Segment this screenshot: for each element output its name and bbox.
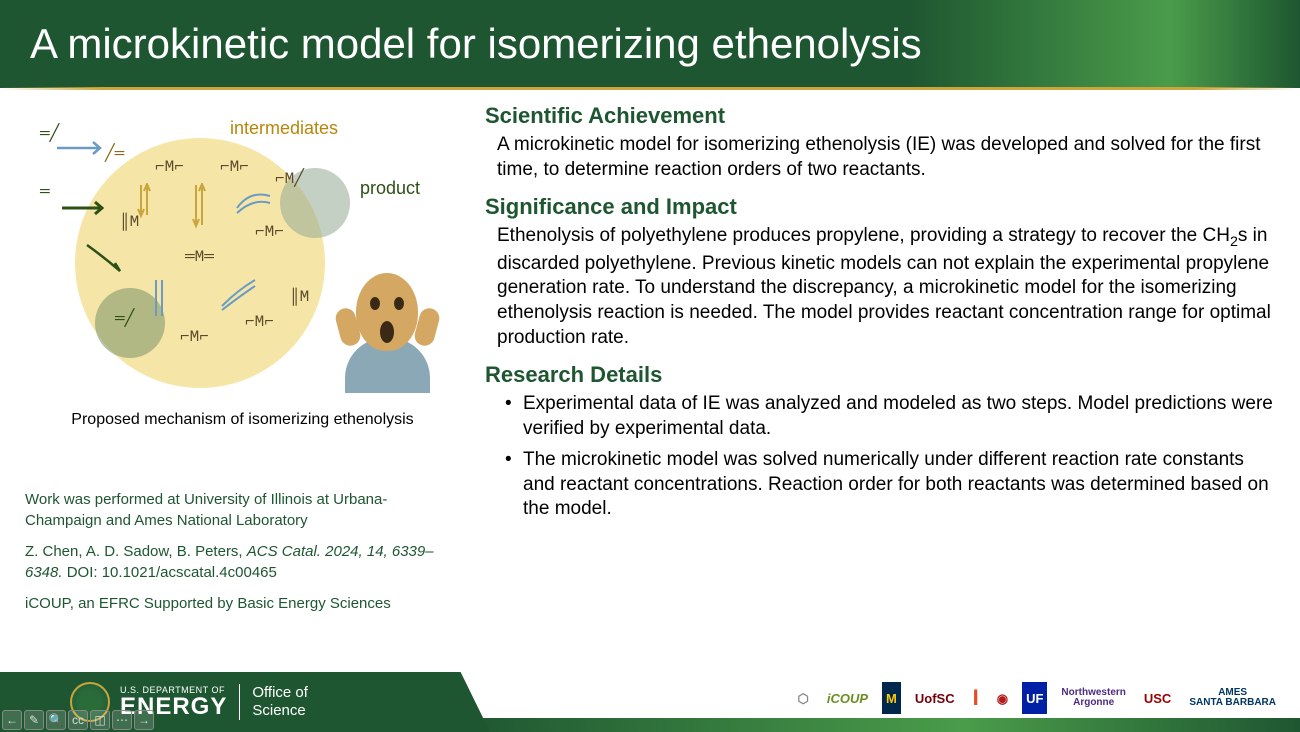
toolbar-button-0[interactable]: ←	[2, 710, 22, 730]
toolbar-button-4[interactable]: ◫	[90, 710, 110, 730]
arrow-icon	[60, 198, 110, 218]
details-list: Experimental data of IE was analyzed and…	[485, 392, 1275, 521]
scream-mouth	[380, 321, 394, 343]
partner-logo: UofSC	[911, 682, 959, 714]
viewer-toolbar: ←✎🔍cc◫⋯→	[2, 710, 154, 730]
page-title: A microkinetic model for isomerizing eth…	[30, 20, 922, 68]
partner-logo: Northwestern Argonne	[1057, 682, 1129, 714]
partner-logo: ⬡	[794, 682, 813, 714]
attribution-block: Work was performed at University of Illi…	[25, 489, 460, 614]
footer: U.S. DEPARTMENT OF ENERGY Office of Scie…	[0, 662, 1300, 732]
molecule-glyph: ═╱	[115, 308, 134, 328]
right-column: Scientific Achievement A microkinetic mo…	[475, 103, 1275, 648]
partner-logo: M	[882, 682, 901, 714]
molecule-glyph: ═M═	[185, 248, 214, 266]
title-bar: A microkinetic model for isomerizing eth…	[0, 0, 1300, 88]
body-achievement: A microkinetic model for isomerizing eth…	[485, 133, 1275, 182]
molecule-glyph: ⌐M╱	[275, 168, 304, 188]
partner-logo: ◉	[993, 682, 1012, 714]
molecule-glyph: ⌐M⌐	[155, 158, 184, 176]
content-area: intermediates product ═╱ ═ ╱═ ⌐M⌐ ⌐M⌐ ⌐M…	[0, 88, 1300, 648]
office-line1: Office of	[252, 684, 308, 702]
office-of-science: Office of Science	[252, 684, 308, 720]
molecule-glyph: ⌐M⌐	[220, 158, 249, 176]
scream-eye	[370, 297, 380, 310]
diagram-caption: Proposed mechanism of isomerizing etheno…	[25, 411, 460, 429]
office-line2: Science	[252, 702, 308, 720]
detail-bullet: The microkinetic model was solved numeri…	[505, 448, 1275, 522]
arrow-icon	[55, 138, 110, 158]
toolbar-button-6[interactable]: →	[134, 710, 154, 730]
body-significance: Ethenolysis of polyethylene produces pro…	[485, 224, 1275, 350]
citation: Z. Chen, A. D. Sadow, B. Peters, ACS Cat…	[25, 541, 460, 583]
label-product: product	[360, 178, 420, 199]
molecule-glyph: ⌐M⌐	[255, 223, 284, 241]
footer-divider	[239, 684, 240, 720]
footer-strip	[460, 718, 1300, 732]
toolbar-button-2[interactable]: 🔍	[46, 710, 66, 730]
heading-details: Research Details	[485, 362, 1275, 388]
partner-logo: UF	[1022, 682, 1047, 714]
sig-sub: 2	[1230, 234, 1238, 250]
partner-logos: ⬡ iCOUP M UofSC I ◉ UF Northwestern Argonne USC A…	[794, 682, 1280, 714]
left-column: intermediates product ═╱ ═ ╱═ ⌐M⌐ ⌐M⌐ ⌐M…	[25, 103, 475, 648]
heading-significance: Significance and Impact	[485, 194, 1275, 220]
molecule-glyph: ⌐M⌐	[245, 313, 274, 331]
partner-logo: USC	[1140, 682, 1175, 714]
arrow-icon	[85, 243, 125, 278]
partner-logo: AMES SANTA BARBARA	[1185, 682, 1280, 714]
arrow-icon	[150, 278, 168, 323]
molecule-glyph: ║M	[290, 288, 309, 306]
mechanism-diagram: intermediates product ═╱ ═ ╱═ ⌐M⌐ ⌐M⌐ ⌐M…	[25, 113, 455, 403]
partner-logo: iCOUP	[823, 682, 872, 714]
support-line: iCOUP, an EFRC Supported by Basic Energy…	[25, 593, 460, 614]
arrow-icon	[190, 183, 208, 233]
sig-pre: Ethenolysis of polyethylene produces pro…	[497, 225, 1230, 246]
molecule-glyph: ⌐M⌐	[180, 328, 209, 346]
toolbar-button-1[interactable]: ✎	[24, 710, 44, 730]
detail-bullet: Experimental data of IE was analyzed and…	[505, 392, 1275, 441]
citation-doi: DOI: 10.1021/acscatal.4c00465	[63, 564, 277, 581]
heading-achievement: Scientific Achievement	[485, 103, 1275, 129]
toolbar-button-5[interactable]: ⋯	[112, 710, 132, 730]
partner-logo: I	[969, 682, 983, 714]
scream-head	[356, 273, 418, 351]
toolbar-button-3[interactable]: cc	[68, 710, 88, 730]
scream-eye	[394, 297, 404, 310]
label-intermediates: intermediates	[230, 118, 338, 139]
scream-illustration	[340, 273, 435, 393]
arrow-icon	[235, 188, 275, 218]
citation-authors: Z. Chen, A. D. Sadow, B. Peters,	[25, 543, 247, 560]
arrow-icon	[135, 183, 153, 223]
molecule-glyph: ═	[40, 183, 50, 201]
work-location: Work was performed at University of Illi…	[25, 489, 460, 531]
arrow-icon	[220, 278, 260, 313]
